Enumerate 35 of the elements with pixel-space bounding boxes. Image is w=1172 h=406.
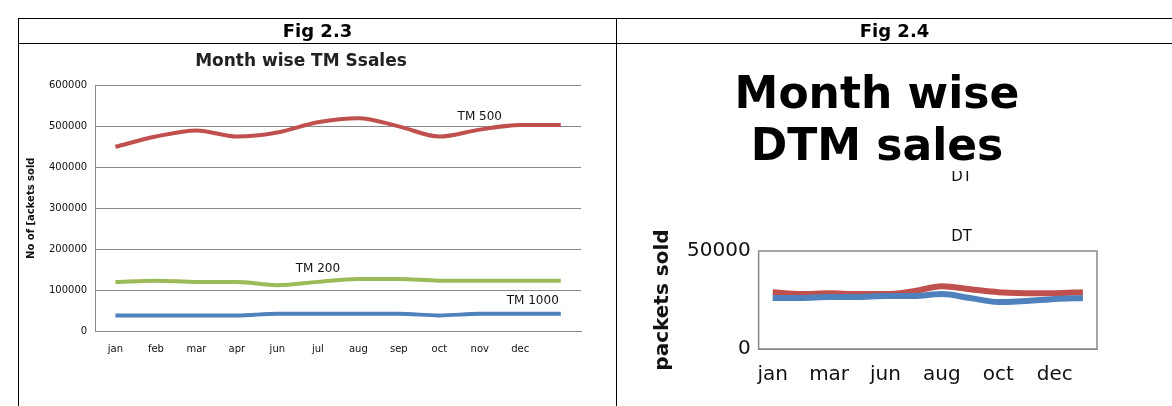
x-tick-label: mar: [809, 361, 850, 386]
y-axis-title: packets sold: [649, 229, 674, 371]
y-tick-label: 400000: [48, 160, 88, 172]
y-tick-label: 600000: [48, 78, 88, 90]
x-tick-label: jul: [310, 342, 324, 354]
x-tick-label: dec: [511, 342, 530, 354]
x-tick-label: aug: [923, 361, 961, 386]
y-tick-label: 500000: [48, 119, 88, 131]
x-tick-label: jan: [756, 361, 788, 386]
x-tick-label: feb: [147, 342, 164, 354]
x-tick-label: dec: [1036, 361, 1073, 386]
series-label: TM 200: [294, 260, 341, 275]
x-tick-label: apr: [228, 342, 247, 354]
x-tick-label: aug: [348, 342, 368, 354]
x-tick-label: mar: [186, 342, 208, 354]
y-axis-title: No of [ackets sold: [24, 157, 36, 259]
y-tick-label: 0: [737, 335, 751, 360]
x-tick-label: jun: [869, 361, 901, 386]
y-tick-label: 100000: [48, 283, 88, 295]
y-tick-label: 50000: [687, 237, 751, 262]
x-tick-label: jan: [106, 342, 124, 354]
text: DT: [951, 227, 973, 245]
y-tick-label: 200000: [48, 242, 88, 254]
caption: Fig 2.3: [19, 19, 616, 44]
series-label: TM 500: [456, 108, 502, 123]
y-tick-label: 0: [80, 324, 88, 336]
series-label: TM 1000: [505, 292, 559, 307]
x-tick-label: nov: [470, 342, 490, 354]
x-tick-label: jun: [268, 342, 286, 354]
caption: Fig 2.4: [617, 19, 1172, 44]
x-tick-label: oct: [982, 361, 1014, 386]
chart-title: Month wise TM Ssales: [195, 49, 407, 70]
y-tick-label: 300000: [48, 201, 88, 213]
x-tick-label: sep: [389, 342, 408, 354]
x-tick-label: oct: [431, 342, 448, 354]
